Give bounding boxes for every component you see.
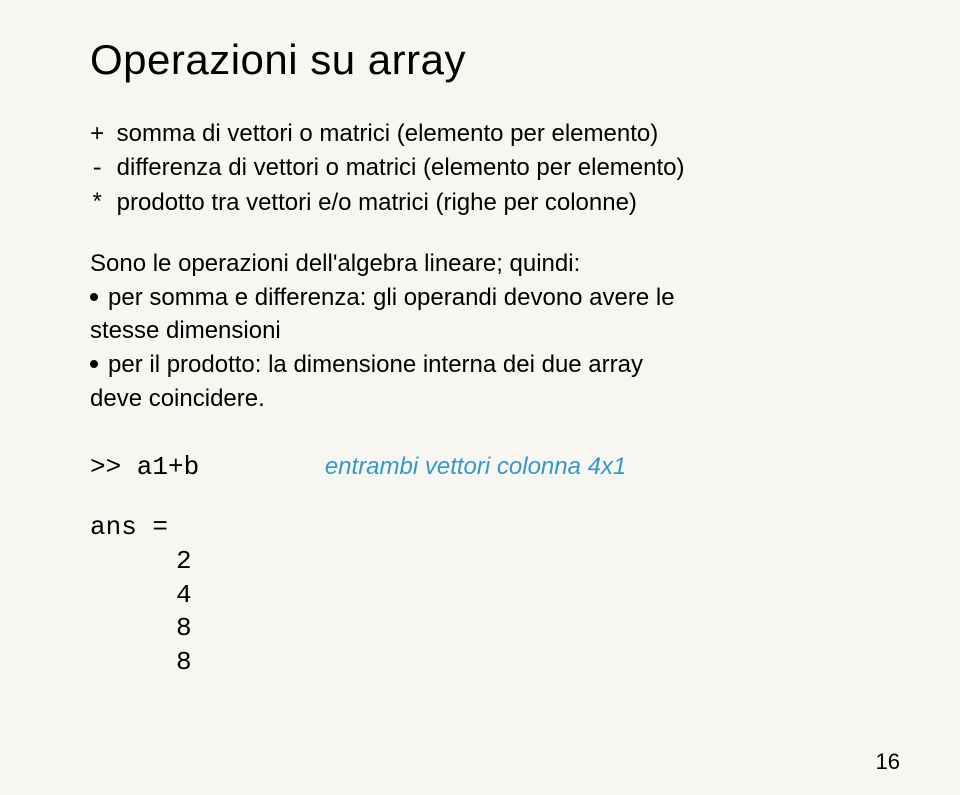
bullet-item: per somma e differenza: gli operandi dev… <box>90 281 870 315</box>
bullet-continuation: stesse dimensioni <box>90 314 870 348</box>
operator-item: * prodotto tra vettori e/o matrici (righ… <box>90 187 870 221</box>
bullet-line: per il prodotto: la dimensione interna d… <box>108 351 643 378</box>
operator-list: + somma di vettori o matrici (elemento p… <box>90 118 870 221</box>
code-block: >> a1+b entrambi vettori colonna 4x1 ans… <box>90 451 870 680</box>
operator-symbol: - <box>90 154 110 186</box>
code-comment: entrambi vettori colonna 4x1 <box>325 453 627 480</box>
operator-text: somma di vettori o matrici (elemento per… <box>117 120 659 147</box>
operator-text: differenza di vettori o matrici (element… <box>117 154 685 181</box>
operator-item: + somma di vettori o matrici (elemento p… <box>90 118 870 152</box>
code-command-line: >> a1+b entrambi vettori colonna 4x1 <box>90 451 870 485</box>
description-block: Sono le operazioni dell'algebra lineare;… <box>90 247 870 415</box>
bullet-line: per somma e differenza: gli operandi dev… <box>108 284 675 311</box>
slide-title: Operazioni su array <box>90 36 870 84</box>
bullet-dot-icon <box>90 360 98 368</box>
code-ans-value: 4 <box>176 579 870 613</box>
page-number: 16 <box>876 749 900 775</box>
bullet-dot-icon <box>90 293 98 301</box>
operator-symbol: * <box>90 189 110 221</box>
code-prompt: >> a1+b <box>90 452 199 482</box>
bullet-item: per il prodotto: la dimensione interna d… <box>90 348 870 382</box>
description-intro: Sono le operazioni dell'algebra lineare;… <box>90 250 580 277</box>
code-ans-label: ans = <box>90 511 870 545</box>
code-ans-value: 8 <box>176 646 870 680</box>
slide-container: Operazioni su array + somma di vettori o… <box>0 0 960 795</box>
code-ans-value: 8 <box>176 612 870 646</box>
code-ans-value: 2 <box>176 545 870 579</box>
operator-item: - differenza di vettori o matrici (eleme… <box>90 152 870 186</box>
operator-text: prodotto tra vettori e/o matrici (righe … <box>117 189 637 216</box>
operator-symbol: + <box>90 120 110 152</box>
bullet-continuation: deve coincidere. <box>90 382 870 416</box>
